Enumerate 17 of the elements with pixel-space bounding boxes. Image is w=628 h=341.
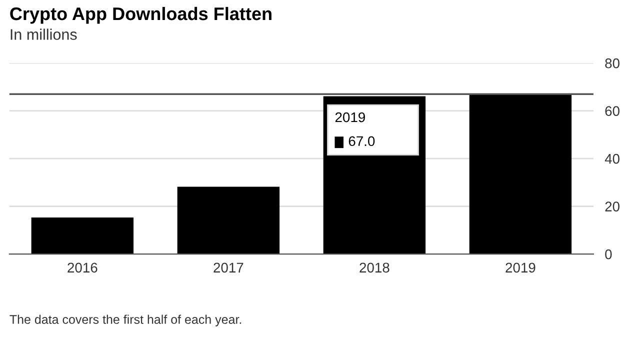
y-tick-label: 20 — [605, 202, 620, 212]
y-tick-label: 40 — [604, 154, 620, 164]
x-tick-label: 2016 — [68, 262, 98, 273]
bar — [469, 94, 572, 254]
bar — [177, 186, 280, 254]
y-tick-label: 60 — [605, 106, 620, 116]
annotation: 2019 — [335, 112, 365, 122]
y-tick-label: 80 — [605, 58, 620, 68]
chart-title: Crypto App Downloads Flatten — [10, 6, 272, 24]
bar — [31, 218, 134, 254]
chart-subtitle: In millions — [10, 28, 77, 40]
y-tick-label: 0 — [605, 249, 612, 260]
text: The data covers the first half of each year. — [10, 314, 242, 326]
x-tick-label: 2019 — [506, 262, 536, 273]
x-tick-label: 2017 — [214, 262, 244, 273]
x-tick-label: 2018 — [360, 262, 390, 273]
annotation: 67.0 — [348, 136, 375, 146]
